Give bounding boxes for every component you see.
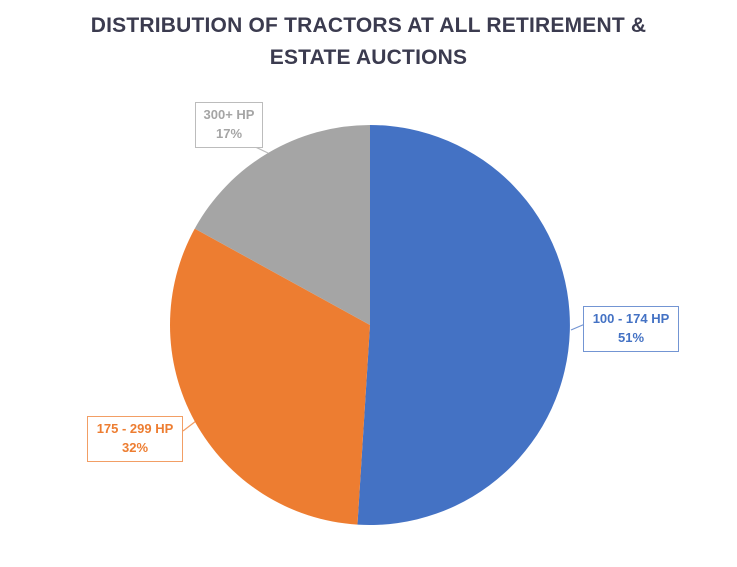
pie-slice-175-299-hp[interactable] <box>169 228 370 525</box>
data-label-percent: 51% <box>617 329 645 345</box>
chart-title: DISTRIBUTION OF TRACTORS AT ALL RETIREME… <box>39 10 699 73</box>
pie-slice-300-hp[interactable] <box>194 125 370 325</box>
chart-title-line-1: DISTRIBUTION OF TRACTORS AT ALL RETIREME… <box>90 14 647 37</box>
data-label-callout-100-174-hp[interactable]: 100 - 174 HP 51% <box>583 306 679 352</box>
data-label-percent: 17% <box>215 125 243 141</box>
pie-slices-group <box>169 125 570 525</box>
data-label-callout-300-plus-hp[interactable]: 300+ HP 17% <box>195 102 263 148</box>
pie-slice-100-174-hp[interactable] <box>357 125 570 525</box>
data-label-category: 100 - 174 HP <box>592 311 670 326</box>
data-label-percent: 32% <box>121 439 149 455</box>
chart-title-line-2: ESTATE AUCTIONS <box>269 45 468 69</box>
leader-line-100-174-hp <box>570 323 586 331</box>
leader-line-175-299-hp <box>182 420 197 432</box>
data-label-category: 175 - 299 HP <box>96 421 174 436</box>
data-label-callout-175-299-hp[interactable]: 175 - 299 HP 32% <box>87 416 183 462</box>
data-label-category: 300+ HP <box>203 107 255 122</box>
